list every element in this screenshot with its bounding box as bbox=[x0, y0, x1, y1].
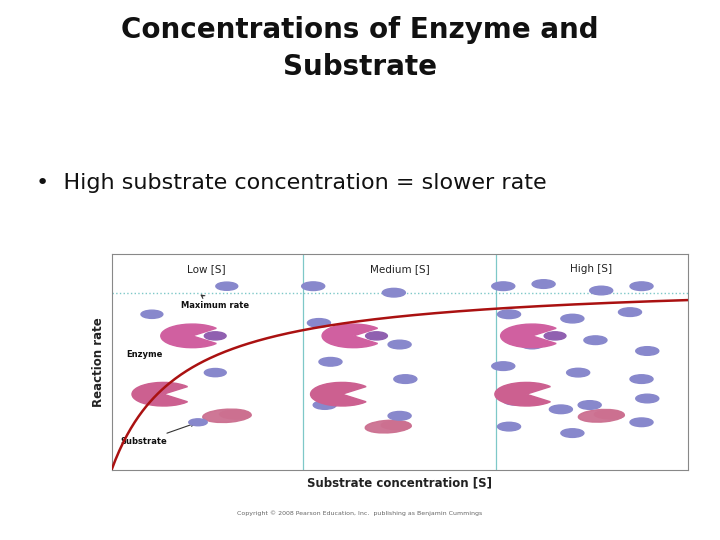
Circle shape bbox=[302, 282, 325, 291]
Circle shape bbox=[382, 288, 405, 297]
Y-axis label: Reaction rate: Reaction rate bbox=[91, 317, 104, 407]
Circle shape bbox=[216, 282, 238, 291]
Wedge shape bbox=[500, 324, 556, 348]
Circle shape bbox=[394, 375, 417, 383]
Ellipse shape bbox=[382, 421, 411, 430]
Circle shape bbox=[630, 282, 653, 291]
Circle shape bbox=[498, 422, 521, 431]
Text: High [S]: High [S] bbox=[570, 264, 613, 274]
Circle shape bbox=[204, 368, 226, 377]
Circle shape bbox=[590, 286, 613, 295]
Wedge shape bbox=[132, 382, 187, 406]
Circle shape bbox=[204, 332, 226, 340]
Circle shape bbox=[388, 411, 411, 420]
Circle shape bbox=[521, 340, 544, 349]
Circle shape bbox=[549, 405, 572, 414]
Text: Low [S]: Low [S] bbox=[187, 264, 226, 274]
X-axis label: Substrate concentration [S]: Substrate concentration [S] bbox=[307, 477, 492, 490]
Circle shape bbox=[630, 418, 653, 427]
Text: Enzyme: Enzyme bbox=[126, 350, 163, 360]
Circle shape bbox=[141, 310, 163, 319]
Circle shape bbox=[544, 332, 566, 340]
Circle shape bbox=[567, 368, 590, 377]
Circle shape bbox=[366, 332, 387, 340]
Circle shape bbox=[503, 396, 526, 405]
Wedge shape bbox=[161, 324, 216, 348]
Text: •  High substrate concentration = slower rate: • High substrate concentration = slower … bbox=[36, 173, 546, 193]
Circle shape bbox=[498, 310, 521, 319]
Circle shape bbox=[388, 340, 411, 349]
Ellipse shape bbox=[365, 420, 411, 433]
Text: Medium [S]: Medium [S] bbox=[370, 264, 429, 274]
Circle shape bbox=[189, 419, 207, 426]
Text: Copyright © 2008 Pearson Education, Inc.  publishing as Benjamin Cummings: Copyright © 2008 Pearson Education, Inc.… bbox=[238, 510, 482, 516]
Ellipse shape bbox=[578, 409, 624, 422]
Ellipse shape bbox=[220, 410, 251, 419]
Wedge shape bbox=[310, 382, 366, 406]
Circle shape bbox=[618, 308, 642, 316]
Text: Maximum rate: Maximum rate bbox=[181, 295, 249, 310]
Circle shape bbox=[561, 314, 584, 323]
Circle shape bbox=[578, 401, 601, 409]
Wedge shape bbox=[495, 382, 550, 406]
Ellipse shape bbox=[595, 410, 624, 419]
Circle shape bbox=[313, 401, 336, 409]
Text: Substrate: Substrate bbox=[120, 423, 194, 446]
Circle shape bbox=[532, 280, 555, 288]
Circle shape bbox=[492, 282, 515, 291]
Circle shape bbox=[630, 375, 653, 383]
Wedge shape bbox=[322, 324, 377, 348]
Circle shape bbox=[307, 319, 330, 327]
Circle shape bbox=[584, 336, 607, 345]
Circle shape bbox=[636, 347, 659, 355]
Circle shape bbox=[561, 429, 584, 437]
Circle shape bbox=[492, 362, 515, 370]
Text: Concentrations of Enzyme and
Substrate: Concentrations of Enzyme and Substrate bbox=[121, 16, 599, 81]
Circle shape bbox=[636, 394, 659, 403]
Circle shape bbox=[319, 357, 342, 366]
Ellipse shape bbox=[203, 409, 251, 422]
